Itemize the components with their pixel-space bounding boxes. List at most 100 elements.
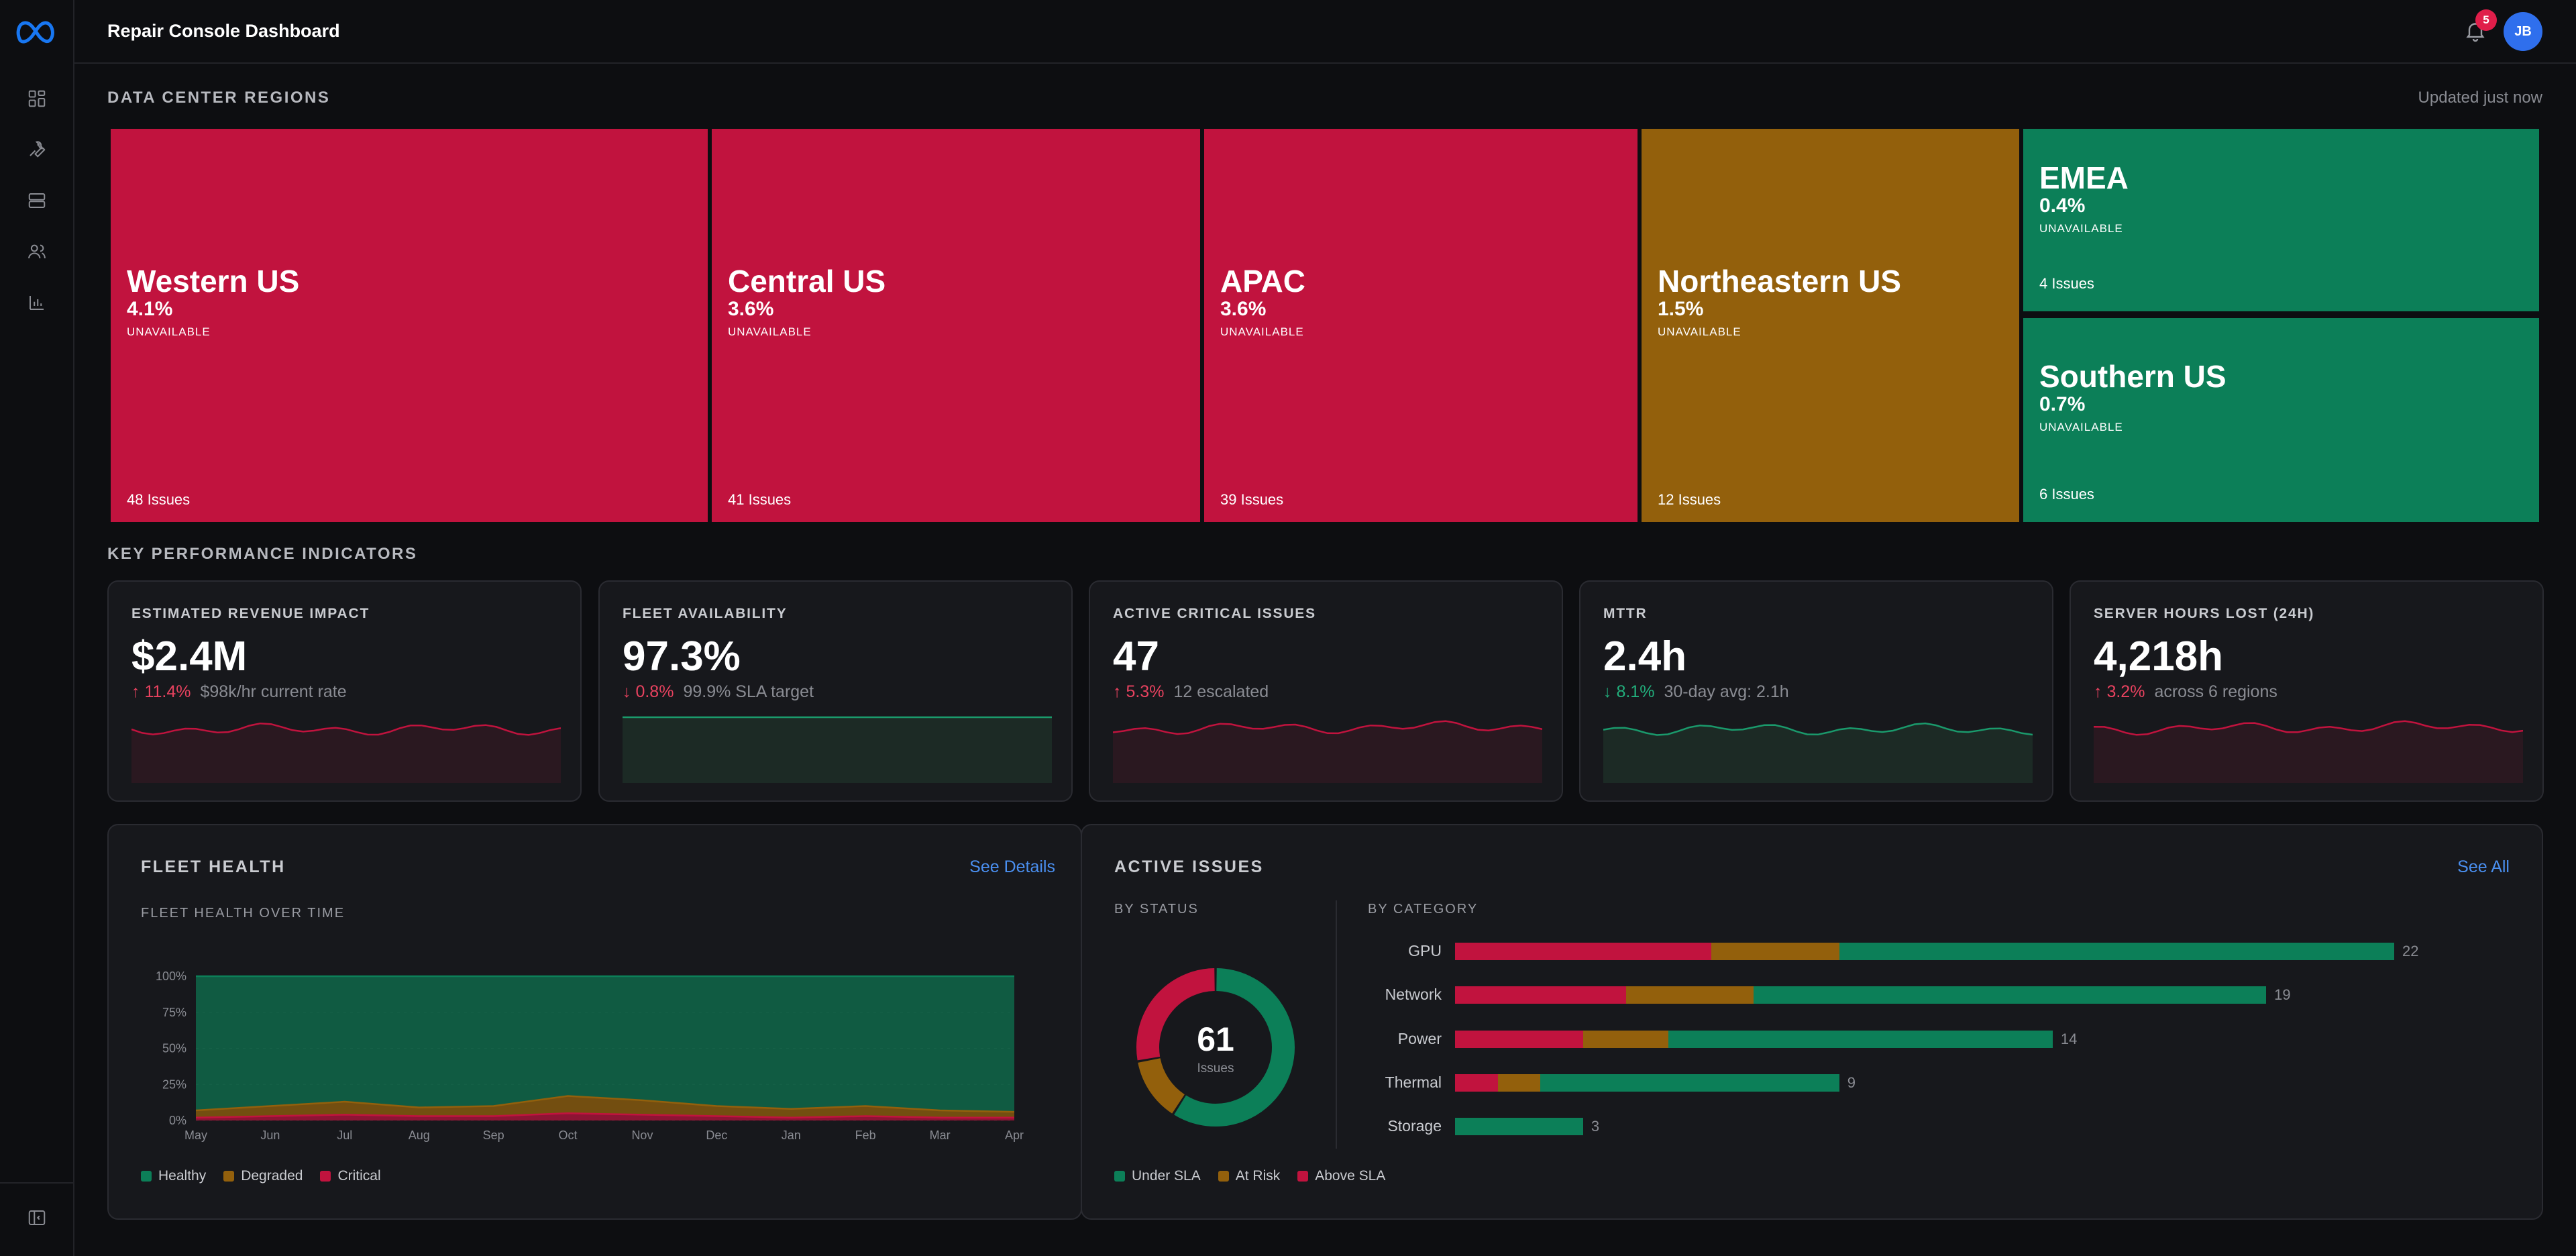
sidebar-divider bbox=[0, 1182, 74, 1184]
category-bar-network[interactable] bbox=[1455, 986, 2267, 1004]
fleet-health-title: FLEET HEALTH bbox=[141, 857, 286, 876]
see-details-link[interactable]: See Details bbox=[969, 857, 1055, 876]
active-issues-panel: ACTIVE ISSUES See All BY STATUS BY CATEG… bbox=[1081, 824, 2543, 1220]
kpi-delta-note: across 6 regions bbox=[2154, 682, 2277, 701]
bar-segment-above-sla bbox=[1455, 943, 1711, 960]
region-issue-count: 39 Issues bbox=[1220, 491, 1284, 508]
critical-area-line bbox=[195, 1112, 1014, 1118]
meta-logo-icon[interactable] bbox=[15, 17, 59, 47]
by-status-title: BY STATUS bbox=[1114, 902, 1199, 917]
legend-above-sla: Above SLA bbox=[1297, 1168, 1385, 1184]
panel-divider bbox=[1336, 900, 1337, 1149]
bar-chart-icon[interactable] bbox=[24, 290, 50, 315]
category-total: 14 bbox=[2060, 1031, 2078, 1047]
region-name: Northeastern US bbox=[1658, 264, 1901, 299]
category-label: Power bbox=[1397, 1030, 1442, 1047]
legend-healthy-label: Healthy bbox=[158, 1168, 207, 1184]
x-tick-label: Dec bbox=[706, 1129, 727, 1142]
avatar[interactable]: JB bbox=[2504, 12, 2542, 51]
degraded-area-line bbox=[195, 1095, 1015, 1113]
region-tile-central-us[interactable]: Central US 3.6% UNAVAILABLE 41 Issues bbox=[712, 129, 1200, 522]
bar-segment-under-sla bbox=[1839, 943, 2394, 960]
x-tick-label: Nov bbox=[631, 1129, 653, 1142]
users-icon[interactable] bbox=[24, 239, 50, 264]
kpi-sparkline bbox=[1603, 722, 2033, 783]
region-name: Southern US bbox=[2039, 359, 2226, 394]
category-bar-thermal[interactable] bbox=[1455, 1074, 1839, 1092]
kpi-delta: ↑ 3.2% across 6 regions bbox=[2094, 682, 2277, 702]
bar-segment-at-risk bbox=[1625, 986, 1754, 1004]
server-icon[interactable] bbox=[24, 188, 50, 213]
region-issue-count: 12 Issues bbox=[1658, 491, 1721, 508]
region-unavailable-pct: 4.1% bbox=[127, 298, 173, 320]
at-risk-swatch bbox=[1218, 1171, 1229, 1182]
region-tile-apac[interactable]: APAC 3.6% UNAVAILABLE 39 Issues bbox=[1204, 129, 1638, 522]
region-tile-northeastern-us[interactable]: Northeastern US 1.5% UNAVAILABLE 12 Issues bbox=[1642, 129, 2019, 522]
kpi-delta: ↑ 11.4% $98k/hr current rate bbox=[131, 682, 347, 702]
region-issue-count: 41 Issues bbox=[728, 491, 792, 508]
critical-area bbox=[196, 1113, 1014, 1120]
legend-degraded: Degraded bbox=[223, 1168, 303, 1184]
kpi-value: 2.4h bbox=[1603, 633, 1687, 680]
kpi-card[interactable]: MTTR 2.4h ↓ 8.1% 30-day avg: 2.1h bbox=[1579, 580, 2053, 802]
region-tile-western-us[interactable]: Western US 4.1% UNAVAILABLE 48 Issues bbox=[111, 129, 708, 522]
top-header: Repair Console Dashboard 5 JB bbox=[74, 0, 2576, 64]
region-unavailable-label: UNAVAILABLE bbox=[728, 325, 812, 338]
degraded-swatch bbox=[223, 1171, 235, 1182]
region-name: Western US bbox=[127, 264, 300, 299]
sparkline-line bbox=[131, 722, 561, 736]
healthy-swatch bbox=[141, 1171, 152, 1182]
sparkline-area bbox=[2094, 721, 2523, 783]
healthy-area bbox=[196, 976, 1014, 1112]
legend-at-risk-label: At Risk bbox=[1235, 1168, 1281, 1184]
kpi-value: 4,218h bbox=[2094, 633, 2224, 680]
y-tick-label: 25% bbox=[162, 1078, 186, 1091]
bar-segment-above-sla bbox=[1455, 986, 1626, 1004]
sparkline-area bbox=[1113, 721, 1542, 783]
region-tile-emea[interactable]: EMEA 0.4% UNAVAILABLE 4 Issues bbox=[2023, 129, 2539, 311]
legend-at-risk: At Risk bbox=[1218, 1168, 1281, 1184]
sidebar-collapse-icon[interactable] bbox=[24, 1205, 50, 1231]
category-bar-gpu[interactable] bbox=[1455, 943, 2394, 960]
bar-segment-under-sla bbox=[1754, 986, 2267, 1004]
x-tick-label: Sep bbox=[483, 1129, 504, 1142]
donut-slice-above-sla[interactable] bbox=[1136, 968, 1216, 1061]
kpi-section-title: KEY PERFORMANCE INDICATORS bbox=[107, 545, 418, 563]
donut-slice-under-sla[interactable] bbox=[1174, 968, 1295, 1127]
kpi-card[interactable]: ESTIMATED REVENUE IMPACT $2.4M ↑ 11.4% $98k… bbox=[107, 580, 582, 802]
category-label: Thermal bbox=[1385, 1074, 1442, 1091]
kpi-sparkline bbox=[131, 722, 561, 783]
degraded-area bbox=[196, 1096, 1014, 1118]
kpi-label: MTTR bbox=[1603, 606, 1648, 621]
kpi-delta-value: ↑ 5.3% bbox=[1113, 682, 1165, 701]
kpi-delta-value: ↑ 3.2% bbox=[2094, 682, 2145, 701]
kpi-card[interactable]: SERVER HOURS LOST (24H) 4,218h ↑ 3.2% acros… bbox=[2070, 580, 2544, 802]
legend-critical-label: Critical bbox=[337, 1168, 381, 1184]
kpi-card[interactable]: FLEET AVAILABILITY 97.3% ↓ 0.8% 99.9% SLA t… bbox=[598, 580, 1073, 802]
region-unavailable-pct: 0.7% bbox=[2039, 393, 2086, 415]
sparkline-line bbox=[1603, 722, 2033, 736]
category-bar-storage[interactable] bbox=[1455, 1118, 1583, 1135]
x-tick-label: Jun bbox=[260, 1129, 280, 1142]
critical-swatch bbox=[320, 1171, 331, 1182]
sparkline-area bbox=[623, 717, 1052, 783]
legend-critical: Critical bbox=[320, 1168, 381, 1184]
sparkline-area bbox=[131, 723, 561, 783]
kpi-delta-value: ↓ 8.1% bbox=[1603, 682, 1655, 701]
region-tile-southern-us[interactable]: Southern US 0.7% UNAVAILABLE 6 Issues bbox=[2023, 318, 2539, 522]
grid-icon[interactable] bbox=[24, 86, 50, 111]
region-unavailable-label: UNAVAILABLE bbox=[2039, 222, 2123, 235]
x-tick-label: Feb bbox=[855, 1129, 876, 1142]
status-donut-chart: 61 Issues bbox=[1136, 968, 1295, 1127]
legend-under-sla-label: Under SLA bbox=[1132, 1168, 1201, 1184]
category-bar-power[interactable] bbox=[1455, 1031, 2053, 1048]
see-all-link[interactable]: See All bbox=[2457, 857, 2510, 876]
legend-under-sla: Under SLA bbox=[1114, 1168, 1201, 1184]
region-unavailable-pct: 1.5% bbox=[1658, 298, 1704, 320]
bar-segment-under-sla bbox=[1668, 1031, 2053, 1048]
donut-slice-at-risk[interactable] bbox=[1138, 1057, 1185, 1114]
donut-total-label: Issues bbox=[1197, 1061, 1234, 1076]
wrench-icon[interactable] bbox=[24, 136, 50, 162]
kpi-card[interactable]: ACTIVE CRITICAL ISSUES 47 ↑ 5.3% 12 escalat… bbox=[1089, 580, 1563, 802]
donut-total: 61 bbox=[1197, 1020, 1234, 1058]
